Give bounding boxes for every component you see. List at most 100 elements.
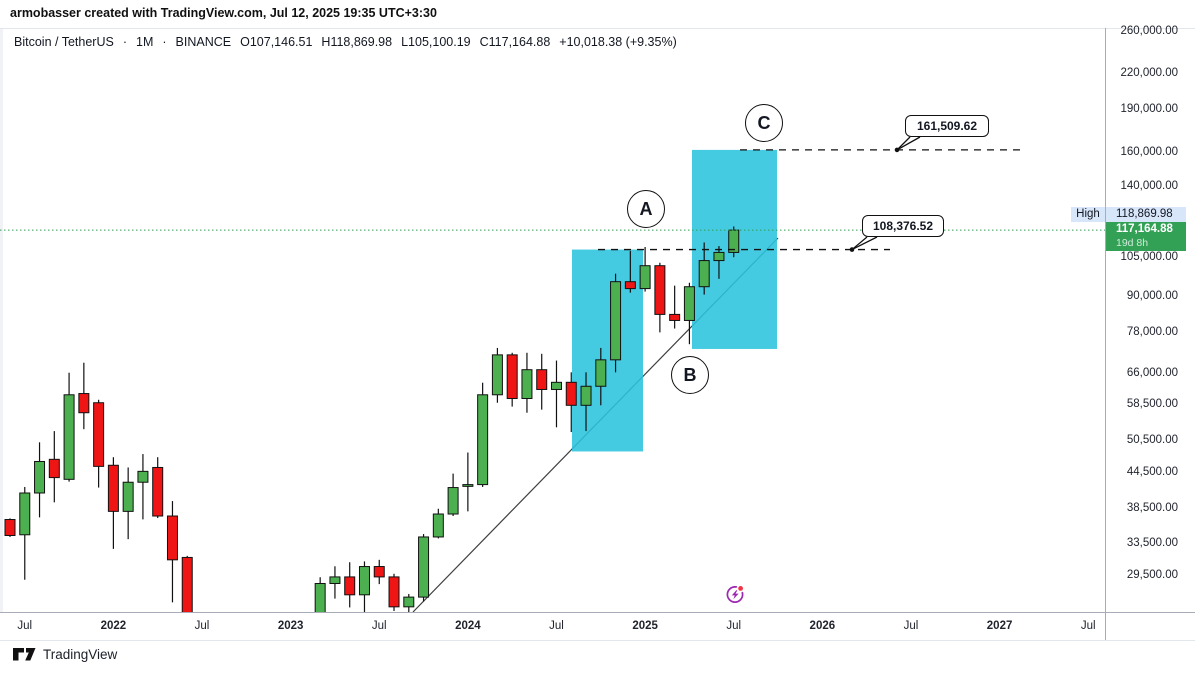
- price-tick-label: 90,000.00: [1126, 289, 1178, 302]
- candle-body: [166, 515, 178, 561]
- tradingview-logo-icon[interactable]: [13, 648, 36, 661]
- price-tick-label: 190,000.00: [1120, 103, 1178, 116]
- attribution-watermark: armobasser created with TradingView.com,…: [10, 6, 437, 20]
- price-tick-label: 50,500.00: [1126, 434, 1178, 447]
- legend-separator: ·: [162, 35, 167, 49]
- candle-body: [610, 281, 622, 361]
- circle-marker-a[interactable]: A: [627, 190, 665, 228]
- chart-bottom-border: [0, 640, 1195, 641]
- legend-separator: ·: [122, 35, 127, 49]
- candle-body: [683, 286, 695, 321]
- price-tick-label: 38,500.00: [1126, 502, 1178, 515]
- chart-left-margin: [0, 29, 3, 612]
- price-tick-label: 29,500.00: [1126, 568, 1178, 581]
- time-axis-separator: [0, 612, 1195, 613]
- price-tick-label: 140,000.00: [1120, 179, 1178, 192]
- price-callout-161509[interactable]: 161,509.62: [905, 115, 989, 137]
- candle-body: [506, 354, 518, 400]
- price-tick-label: 220,000.00: [1120, 66, 1178, 79]
- price-tick-label: 105,000.00: [1120, 251, 1178, 264]
- price-tick-label: 78,000.00: [1126, 325, 1178, 338]
- callout-pointer: [896, 136, 911, 151]
- ohlc-value: H118,869.98: [321, 35, 393, 49]
- time-tick-month: Jul: [17, 620, 33, 632]
- candle-body: [314, 582, 326, 612]
- candle-body: [698, 260, 710, 288]
- ohlc-value: O107,146.51: [240, 35, 313, 49]
- time-tick-month: Jul: [1080, 620, 1096, 632]
- callout-pointer: [851, 236, 878, 251]
- ohlc-values: O107,146.51 H118,869.98 L105,100.19 C117,16…: [240, 35, 677, 49]
- high-price-tag: High: [1071, 207, 1105, 222]
- flash-circle: [726, 586, 744, 603]
- candle-body: [418, 536, 430, 598]
- price-tick-label: 44,500.00: [1126, 465, 1178, 478]
- candle-body: [137, 470, 149, 483]
- time-tick-month: Jul: [549, 620, 564, 632]
- circle-marker-b[interactable]: B: [671, 356, 709, 394]
- candle-body: [580, 385, 592, 406]
- candle-body: [358, 566, 370, 596]
- flash-live-icon[interactable]: [724, 583, 746, 605]
- candle-body: [713, 251, 725, 262]
- candle-body: [536, 369, 548, 390]
- ohlc-value: L105,100.19: [401, 35, 471, 49]
- time-tick-year: 2026: [809, 620, 836, 632]
- ohlc-value: +10,018.38 (+9.35%): [559, 35, 677, 49]
- bar-countdown: 19d 8h: [1116, 237, 1149, 249]
- candle-body: [4, 519, 16, 537]
- candle-body: [432, 513, 444, 538]
- candle-body: [19, 492, 31, 536]
- time-tick-month: Jul: [194, 620, 210, 632]
- candle-body: [329, 576, 341, 584]
- candle-body: [639, 265, 651, 290]
- candle-body: [63, 394, 75, 480]
- candle-body: [521, 369, 533, 400]
- candle-body: [462, 484, 474, 487]
- candle-body: [624, 281, 636, 290]
- ohlc-value: C117,164.88: [479, 35, 551, 49]
- candle-body: [152, 466, 164, 517]
- candle-body: [93, 402, 105, 467]
- candle-body: [181, 556, 193, 612]
- price-tick-label: 260,000.00: [1120, 24, 1178, 37]
- last-price-badge: 117,164.88 19d 8h: [1106, 222, 1186, 251]
- candle-body: [654, 265, 666, 315]
- price-tick-label: 66,000.00: [1126, 367, 1178, 380]
- high-price-label: 118,869.98: [1106, 207, 1186, 222]
- candle-body: [388, 576, 400, 608]
- time-tick-year: 2027: [986, 620, 1013, 632]
- tradingview-footer: TradingView: [13, 647, 117, 662]
- highlight-box-1[interactable]: [572, 249, 643, 452]
- exchange-label[interactable]: BINANCE: [175, 35, 232, 49]
- time-tick-year: 2023: [277, 620, 304, 632]
- price-axis-separator: [1105, 28, 1106, 640]
- candle-body: [447, 487, 459, 515]
- candle-body: [491, 354, 503, 396]
- time-tick-month: Jul: [371, 620, 387, 632]
- price-tick-label: 33,500.00: [1126, 536, 1178, 549]
- interval-label[interactable]: 1M: [136, 35, 154, 49]
- last-price-value: 117,164.88: [1116, 223, 1173, 235]
- candle-body: [477, 394, 489, 486]
- price-tick-label: 160,000.00: [1120, 146, 1178, 159]
- candle-body: [78, 393, 90, 414]
- lightning-bolt-icon: [731, 590, 739, 600]
- price-callout-108376[interactable]: 108,376.52: [862, 215, 944, 237]
- live-red-dot: [738, 586, 743, 591]
- candle-body: [565, 381, 577, 406]
- candle-body: [403, 596, 415, 608]
- circle-marker-c[interactable]: C: [745, 104, 783, 142]
- time-tick-month: Jul: [726, 620, 742, 632]
- time-tick-month: Jul: [903, 620, 919, 632]
- time-tick-year: 2025: [632, 620, 658, 632]
- tradingview-logo-text[interactable]: TradingView: [43, 647, 118, 662]
- candle-body: [48, 458, 60, 479]
- candle-body: [595, 359, 607, 387]
- price-chart-plot[interactable]: [0, 28, 1105, 612]
- candle-body: [728, 229, 740, 253]
- symbol-legend: Bitcoin / TetherUS · 1M · BINANCE O107,1…: [14, 35, 677, 49]
- symbol-name[interactable]: Bitcoin / TetherUS: [14, 35, 114, 49]
- time-tick-year: 2024: [455, 620, 481, 632]
